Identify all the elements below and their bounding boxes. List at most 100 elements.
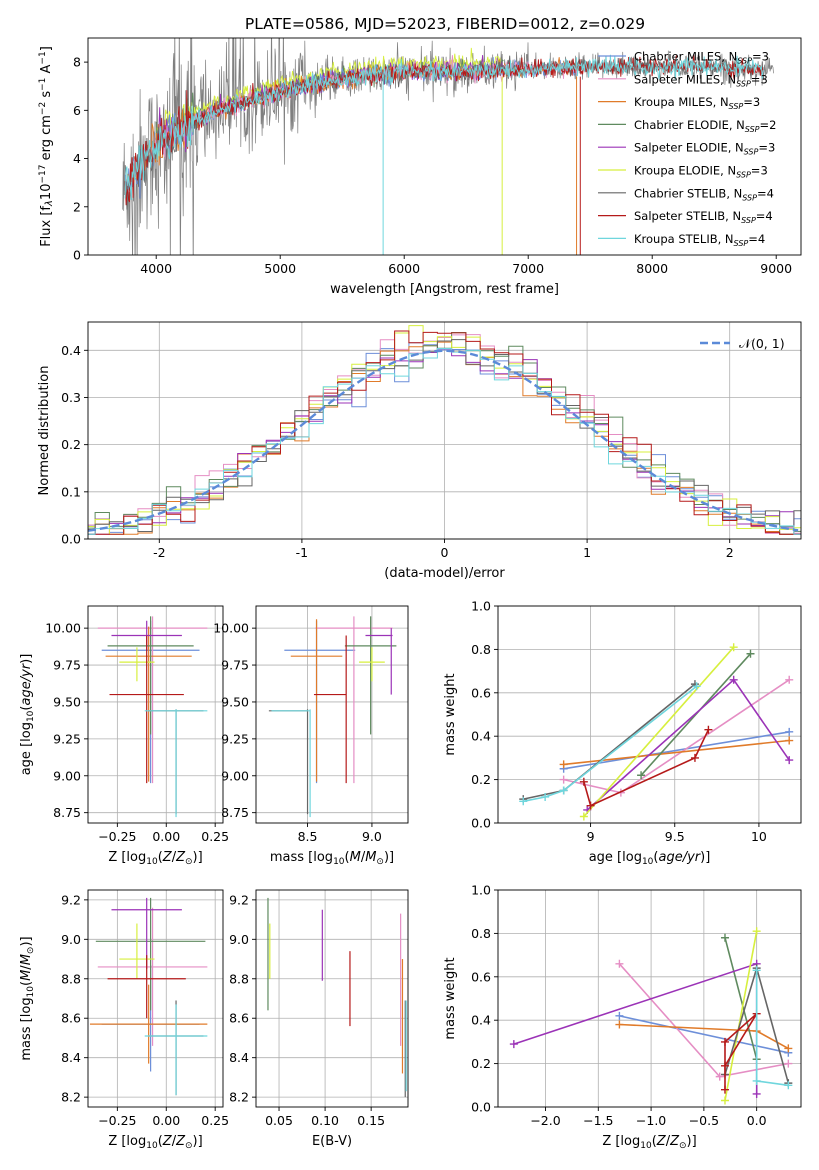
x-tick-label: −2.0: [530, 1113, 560, 1128]
y-tick-label: 8.4: [229, 1050, 249, 1065]
legend-entry: Salpeter STELIB, NSSP=4: [634, 209, 773, 225]
y-axis-label: mass weight: [443, 957, 458, 1039]
y-tick-label: 4: [73, 151, 81, 166]
y-tick-label: 8.6: [229, 1011, 249, 1026]
weight-point-marker: [785, 756, 794, 765]
x-tick-label: −1.0: [636, 1113, 666, 1128]
weight-point-marker: [784, 1044, 793, 1053]
y-tick-label: 9.75: [53, 658, 81, 673]
y-tick-label: 0.0: [471, 816, 491, 831]
weight-point-marker: [720, 933, 729, 942]
axes-frame: [497, 605, 802, 824]
y-tick-label: 0.8: [471, 926, 491, 941]
x-tick-label: −1.5: [583, 1113, 613, 1128]
weight-point-marker: [785, 675, 794, 684]
legend-entry: Salpeter ELODIE, NSSP=3: [634, 141, 775, 157]
y-tick-label: 8.8: [229, 971, 249, 986]
age_vs_mass-panel: 8.5 9.0 8.75 9.00 9.25 9.50 9.75 10.00 mass [log…: [213, 605, 409, 867]
weight-series-line: [724, 931, 758, 1101]
x-axis-label: Z [log10(Z/Z⊙)]: [108, 850, 202, 867]
x-tick-label: −0.5: [689, 1113, 719, 1128]
weight-point-marker: [509, 1040, 518, 1049]
weight-point-marker: [729, 675, 738, 684]
residual-histogram: [88, 330, 801, 535]
x-tick-label: 0.25: [201, 1113, 229, 1128]
x-tick-label: -2: [153, 545, 165, 560]
y-tick-label: 9.25: [221, 731, 249, 746]
axes-frame: [87, 605, 224, 824]
weight-point-marker: [784, 1059, 793, 1068]
y-tick-label: 9.2: [229, 892, 249, 907]
y-tick-label: 0.6: [471, 685, 491, 700]
gaussian-curve: [88, 349, 799, 532]
y-tick-label: 8.75: [53, 805, 81, 820]
axes-frame: [255, 889, 409, 1108]
y-axis-label: Flux [fλ10−17 erg cm−2 s−1 A−1]: [38, 46, 55, 247]
weight-point-marker: [615, 1011, 624, 1020]
legend-entry: 𝒩(0, 1): [739, 336, 785, 351]
x-tick-label: 9.5: [665, 829, 685, 844]
weight-point-marker: [752, 1089, 761, 1098]
weight-point-marker: [784, 1081, 793, 1090]
residual-histogram: [88, 325, 801, 535]
residual-histogram: [88, 339, 801, 535]
y-tick-label: 9.00: [53, 768, 81, 783]
weight-point-marker: [752, 966, 761, 975]
x-tick-label: 0.25: [201, 829, 229, 844]
legend-entry: Kroupa STELIB, NSSP=4: [634, 232, 765, 248]
x-tick-label: −0.25: [98, 829, 136, 844]
x-tick-label: 0: [441, 545, 449, 560]
x-tick-label: 0.00: [152, 1113, 180, 1128]
x-tick-label: 7000: [512, 261, 544, 276]
weight-point-marker: [720, 1061, 729, 1070]
weight-point-marker: [746, 649, 755, 658]
y-tick-label: 8.75: [221, 805, 249, 820]
legend-entry: Kroupa ELODIE, NSSP=3: [634, 164, 768, 180]
y-tick-label: 8.2: [229, 1090, 249, 1105]
x-axis-label: (data-model)/error: [384, 566, 505, 581]
weight-point-marker: [752, 927, 761, 936]
y-tick-label: 9.50: [221, 694, 249, 709]
weight-series-line: [523, 683, 696, 800]
weight-point-marker: [715, 1072, 724, 1081]
y-tick-label: 0.2: [471, 1056, 491, 1071]
weight_vs_age-panel: 9 9.5 10 0.0 0.2 0.4 0.6 0.8 1.0 age [log10(age/y…: [443, 599, 802, 867]
weight-point-marker: [690, 753, 699, 762]
legend-entry: Salpeter MILES, NSSP=3: [634, 72, 768, 88]
y-tick-label: 6: [73, 103, 81, 118]
spectrum-model-line: [124, 54, 764, 201]
y-tick-label: 8.6: [61, 1011, 81, 1026]
x-tick-label: 9.0: [362, 829, 382, 844]
weight-point-marker: [541, 792, 550, 801]
weight-point-marker: [579, 777, 588, 786]
y-tick-label: 0.3: [61, 390, 81, 405]
x-tick-label: 0.15: [357, 1113, 385, 1128]
y-tick-label: 9.2: [61, 892, 81, 907]
mass_vs_Z-panel: −0.25 0.00 0.25 8.2 8.4 8.6 8.8 9.0 9.2 Z [log10(…: [19, 889, 229, 1151]
age_vs_Z-panel: −0.25 0.00 0.25 8.75 9.00 9.25 9.50 9.75 10.00 Z …: [19, 605, 229, 867]
x-tick-label: 0.05: [265, 1113, 293, 1128]
y-tick-label: 10.00: [213, 621, 249, 636]
y-axis-label: mass weight: [443, 673, 458, 755]
x-axis-label: wavelength [Angstrom, rest frame]: [330, 282, 559, 297]
weight-point-marker: [559, 786, 568, 795]
weight-point-marker: [752, 1076, 761, 1085]
spectrum-model-line: [155, 47, 504, 158]
weight-point-marker: [559, 775, 568, 784]
y-tick-label: 0.4: [471, 729, 491, 744]
y-tick-label: 9.75: [221, 658, 249, 673]
x-tick-label: 10: [751, 829, 767, 844]
y-tick-label: 0.0: [61, 532, 81, 547]
x-tick-label: −0.25: [98, 1113, 136, 1128]
y-axis-label: Normed distribution: [37, 366, 52, 496]
residual-histogram: [88, 334, 801, 535]
legend-entry: Chabrier MILES, NSSP=3: [634, 50, 769, 66]
y-tick-label: 0.0: [471, 1100, 491, 1115]
spectrum-model-line: [124, 55, 764, 206]
x-axis-label: age [log10(age/yr)]: [589, 850, 711, 867]
x-tick-label: 6000: [388, 261, 420, 276]
weight-series-line: [523, 685, 698, 803]
spectrum-panel: 4000 5000 6000 7000 8000 9000 0 2 4 6 8 Chabrier MI…: [38, 37, 802, 297]
legend-entry: Kroupa MILES, NSSP=3: [634, 95, 760, 111]
weight-series-line: [619, 1015, 789, 1054]
